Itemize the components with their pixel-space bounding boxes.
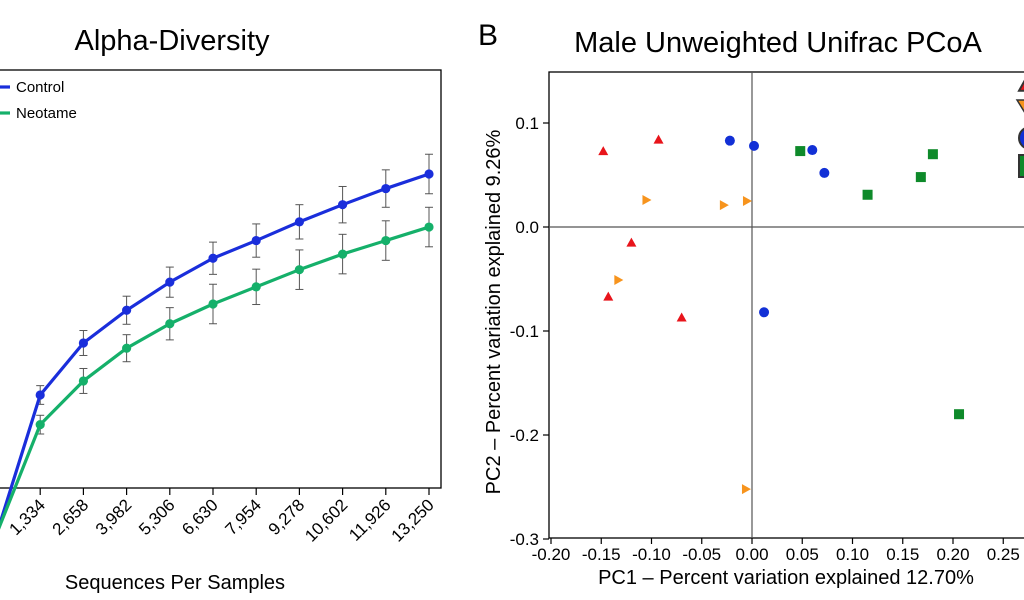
pcoa-point-square: [954, 409, 965, 420]
alpha-plot-frame: [0, 69, 442, 489]
pcoa-point-triangle-up: [626, 237, 637, 247]
alpha-series-line-control: [0, 172, 430, 529]
pcoa-point-triangle-up: [598, 146, 609, 156]
legend-marker-square: [1018, 154, 1024, 178]
legend-label-neotame: Neotame: [16, 105, 77, 122]
pcoa-zero-lines: [549, 72, 1024, 538]
pcoa-panel: B Male Unweighted Unifrac PCoA -0.20 -0.1…: [478, 19, 1024, 589]
alpha-x-axis: 1,334 2,658 3,982 5,306 6,630 7,954 9,27810,60…: [6, 488, 438, 546]
legend-marker-triangle-up: [1017, 79, 1024, 92]
alpha-x-tick-label: 1,334: [6, 495, 50, 539]
alpha-series-line-neotame: [0, 225, 430, 530]
legend-marker-triangle-down: [1015, 99, 1024, 113]
alpha-x-tick-label: 11,926: [345, 495, 394, 544]
alpha-point-control: [424, 169, 434, 179]
pcoa-x-tick-label: -0.10: [632, 545, 671, 564]
pcoa-legend-markers: [1015, 79, 1024, 178]
alpha-point-neotame: [294, 265, 304, 275]
alpha-point-control: [338, 200, 348, 210]
pcoa-x-tick-label: 0.20: [936, 545, 969, 564]
alpha-point-control: [122, 305, 132, 315]
pcoa-point-triangle-right: [719, 200, 729, 211]
pcoa-point-circle: [807, 145, 818, 156]
alpha-legend: Control Neotame: [0, 79, 77, 122]
alpha-point-control: [208, 253, 218, 263]
alpha-point-control: [78, 338, 88, 348]
alpha-point-neotame: [122, 343, 132, 353]
alpha-error-bars: [36, 153, 433, 435]
pcoa-point-triangle-up: [676, 312, 687, 322]
pcoa-x-tick-label: 0.05: [786, 545, 819, 564]
alpha-point-neotame: [35, 420, 45, 430]
alpha-lines: [0, 172, 430, 530]
legend-marker-circle: [1018, 127, 1024, 149]
pcoa-point-triangle-right: [642, 194, 652, 205]
alpha-point-control: [381, 183, 391, 194]
pcoa-x-tick-label: -0.05: [682, 545, 721, 564]
alpha-point-neotame: [208, 299, 218, 309]
alpha-point-control: [35, 390, 45, 400]
pcoa-x-tick-label: -0.20: [532, 545, 571, 564]
alpha-diversity-panel: Alpha-Diversity 1,334 2,658 3,982 5,306 6,63…: [0, 25, 442, 594]
alpha-x-tick-label: 2,658: [49, 495, 93, 539]
alpha-point-control: [165, 277, 175, 287]
pcoa-point-circle: [819, 167, 830, 178]
pcoa-point-triangle-up: [653, 134, 664, 144]
pcoa-title: Male Unweighted Unifrac PCoA: [574, 27, 982, 59]
pcoa-x-tick-label: 0.00: [735, 545, 768, 564]
pcoa-x-tick-label: 0.25: [987, 545, 1020, 564]
pcoa-points: [598, 134, 965, 495]
pcoa-y-tick-label: -0.1: [510, 322, 539, 341]
pcoa-plot-frame: [548, 71, 1024, 539]
alpha-point-control: [251, 235, 261, 246]
alpha-point-neotame: [251, 282, 261, 292]
alpha-x-label: Sequences Per Samples: [65, 572, 285, 594]
pcoa-point-circle: [759, 307, 770, 318]
pcoa-y-tick-label: -0.3: [510, 530, 539, 549]
alpha-x-tick-label: 10,602: [301, 495, 351, 545]
pcoa-y-label: PC2 – Percent variation explained 9.26%: [483, 129, 505, 494]
alpha-point-neotame: [424, 222, 434, 232]
alpha-x-tick-label: 3,982: [92, 495, 136, 539]
pcoa-point-square: [927, 149, 938, 160]
alpha-point-neotame: [165, 319, 175, 329]
alpha-x-tick-label: 5,306: [135, 495, 179, 539]
pcoa-x-label: PC1 – Percent variation explained 12.70%: [598, 567, 974, 589]
legend-label-control: Control: [16, 79, 64, 96]
pcoa-point-triangle-up: [603, 291, 614, 301]
pcoa-x-tick-label: -0.15: [582, 545, 621, 564]
pcoa-point-square: [795, 146, 806, 157]
alpha-x-tick-label: 7,954: [222, 495, 266, 539]
pcoa-y-tick-label: 0.1: [515, 114, 539, 133]
pcoa-point-circle: [724, 135, 735, 146]
pcoa-point-square: [862, 189, 873, 200]
alpha-point-neotame: [78, 376, 88, 386]
alpha-title: Alpha-Diversity: [75, 25, 270, 57]
alpha-x-tick-label: 6,630: [178, 495, 222, 539]
pcoa-point-triangle-right: [741, 484, 751, 495]
alpha-point-neotame: [381, 235, 391, 246]
pcoa-y-tick-label: -0.2: [510, 426, 539, 445]
pcoa-point-circle: [749, 140, 760, 151]
alpha-points: [35, 169, 434, 430]
pcoa-x-tick-label: 0.10: [836, 545, 869, 564]
panel-letter-b: B: [478, 19, 498, 52]
pcoa-point-square: [915, 172, 926, 183]
pcoa-point-triangle-right: [742, 196, 752, 206]
pcoa-axes: -0.20 -0.15 -0.10 -0.05 0.00 0.05 0.10 0.15 0.20…: [510, 114, 1020, 564]
alpha-x-tick-label: 13,250: [388, 495, 438, 545]
pcoa-point-triangle-right: [614, 275, 624, 286]
alpha-point-neotame: [338, 249, 348, 259]
alpha-point-control: [294, 217, 304, 227]
pcoa-y-tick-label: 0.0: [515, 218, 539, 237]
pcoa-x-tick-label: 0.15: [886, 545, 919, 564]
